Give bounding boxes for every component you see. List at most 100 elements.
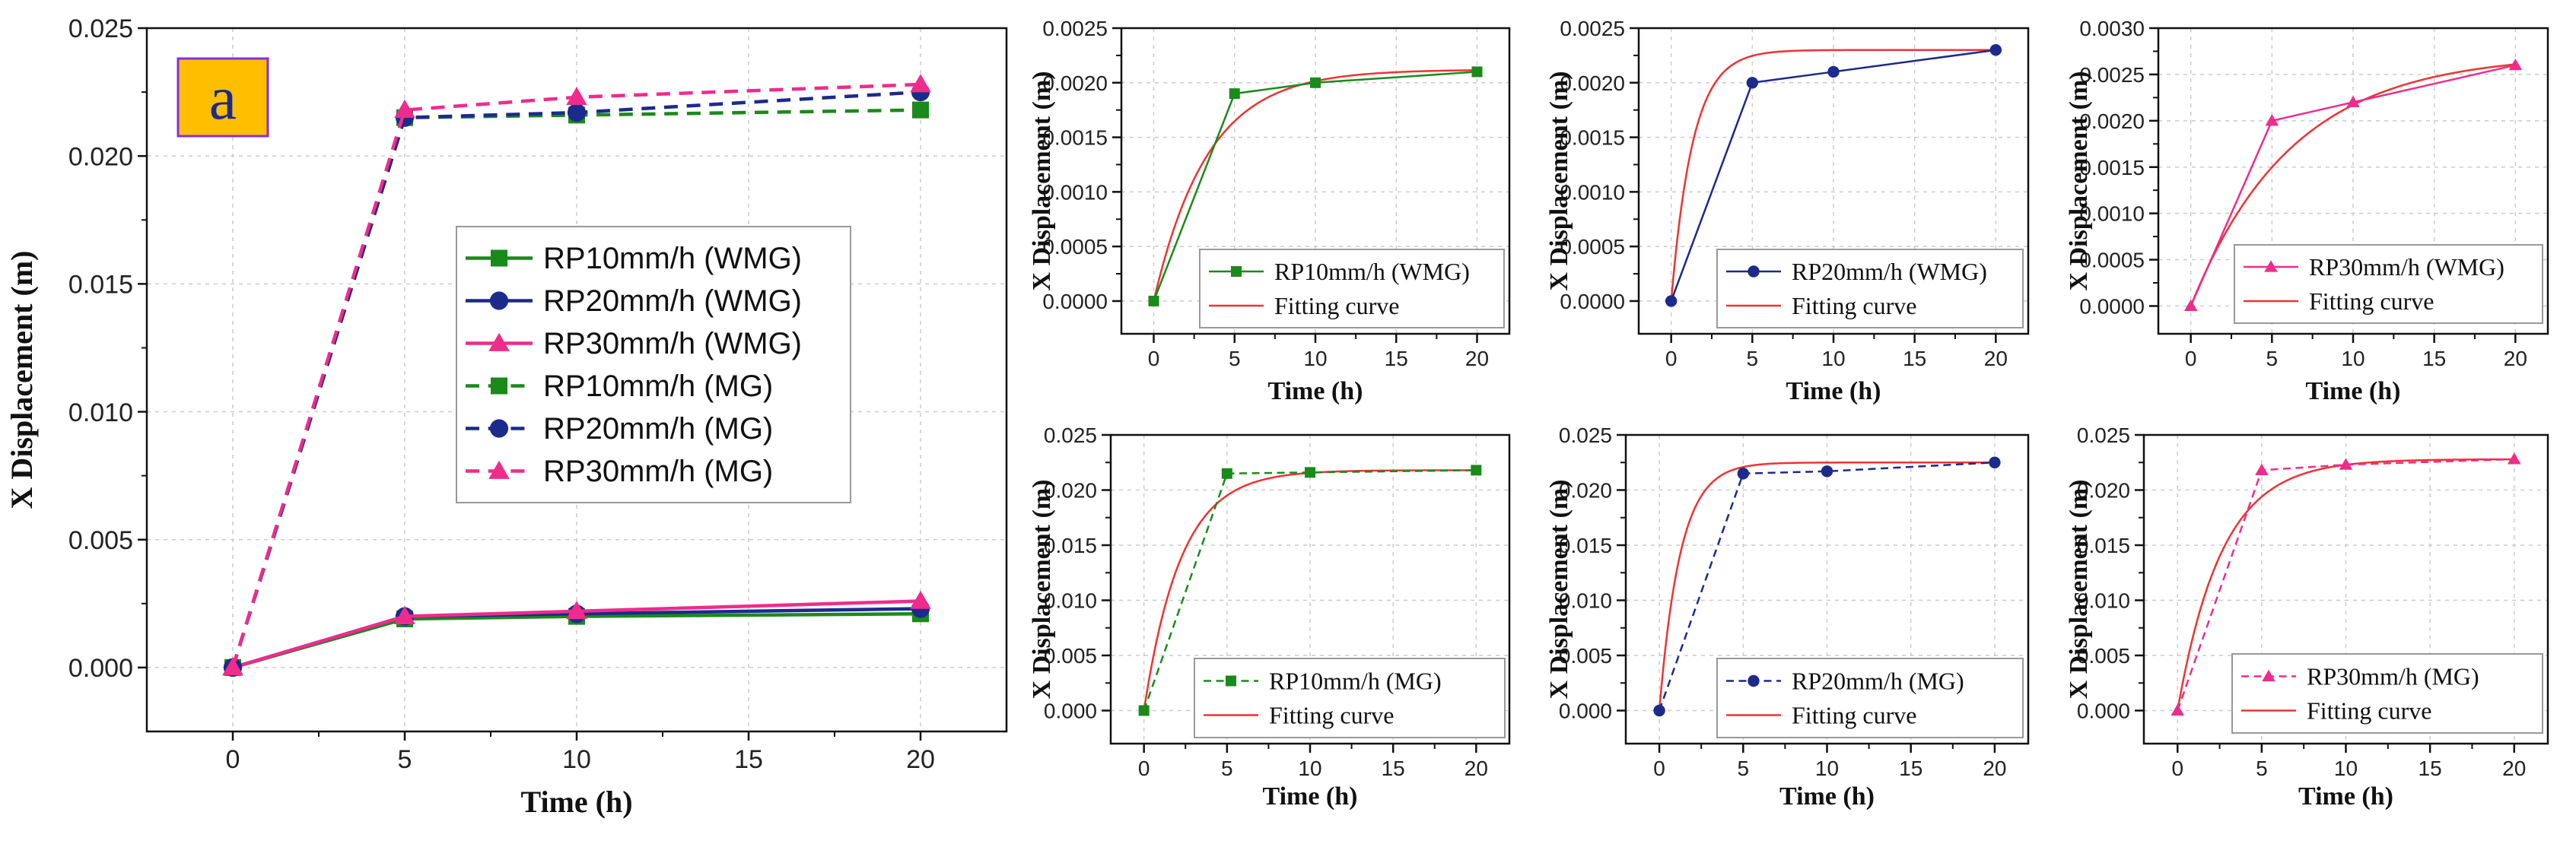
chart-main: 0 5 10 15 20 0.000 0.005 0.010 0.015 0.020 0.025 Ti… [5,14,1008,819]
y-tick-label: 0.0000 [1560,290,1625,313]
legend-marker [2264,260,2278,272]
x-tick-label: 20 [906,745,935,774]
legend-box [1716,658,2024,738]
y-tick-label: 0.025 [68,14,133,43]
y-tick-label: 0.005 [1559,644,1612,668]
data-point [1989,456,2001,468]
y-tick-label: 0.0015 [2079,156,2145,179]
y-tick-label: 0.000 [68,654,133,683]
x-tick-label: 0 [1665,347,1678,370]
y-axis-title: X Displacement (m) [1545,480,1573,700]
data-point [912,101,929,119]
legend-box [2231,653,2543,734]
legend-marker [2262,669,2275,682]
x-tick-label: 20 [1465,347,1489,370]
legend-label: RP10mm/h (MG) [1269,667,1442,694]
x-axis-title: Time (h) [2298,782,2393,811]
legend-label: Fitting curve [2307,696,2431,724]
x-tick-label: 10 [1821,347,1845,370]
data-point [1746,77,1759,89]
x-tick-label: 0 [2185,347,2197,370]
legend-label: RP20mm/h (MG) [1792,667,1964,694]
series-line-0 [1143,469,1477,711]
data-point [910,590,931,609]
legend-label: RP30mm/h (MG) [543,455,773,488]
x-axis-title: Time (h) [1786,377,1881,405]
data-point [394,99,415,118]
y-tick-label: 0.025 [2077,424,2130,447]
y-tick-label: 0.0025 [1042,17,1108,40]
y-tick-label: 0.020 [68,142,133,171]
y-tick-label: 0.020 [1044,479,1097,503]
legend-box [2234,244,2543,324]
legend-box [456,226,851,503]
x-tick-label: 15 [1385,347,1408,370]
series-line-0 [1153,71,1477,302]
legend-marker [491,377,507,395]
legend-marker [1226,675,1236,687]
legend: RP10mm/h (WMG) RP20mm/h (WMG) RP30mm/h (WM… [456,226,851,503]
series-line-0 [2190,64,2516,306]
legend-label: Fitting curve [1792,292,1916,319]
data-point [1310,77,1321,88]
y-tick-label: 0.020 [2077,479,2130,503]
x-tick-label: 5 [2266,347,2279,370]
x-tick-label: 20 [2504,347,2527,370]
x-tick-label: 5 [1747,347,1759,370]
y-tick-label: 0.0020 [1042,71,1108,95]
x-tick-label: 10 [2334,757,2358,780]
x-tick-label: 10 [1298,757,1321,780]
x-tick-label: 5 [1738,757,1750,780]
data-point [222,657,243,676]
x-axis-title: Time (h) [2306,377,2401,405]
legend-marker [488,460,510,479]
data-point [567,103,587,122]
x-tick-label: 20 [1983,757,2006,780]
data-point [1229,88,1240,100]
data-point [1665,295,1678,307]
x-tick-label: 0 [2171,757,2183,780]
y-tick-label: 0.0020 [2079,109,2145,133]
panel-badge-label: a [209,63,237,132]
data-point [1138,705,1150,716]
y-tick-label: 0.0000 [2079,295,2145,319]
legend-label: RP20mm/h (MG) [543,412,773,446]
data-point [1305,467,1315,478]
data-point [1827,65,1840,78]
y-tick-label: 0.0005 [2079,249,2145,272]
x-tick-label: 15 [734,745,763,774]
series-line-0 [1658,462,1995,711]
x-axis-title: Time (h) [1263,782,1358,811]
x-tick-label: 10 [562,745,591,774]
x-tick-label: 0 [226,745,240,774]
x-tick-label: 5 [1229,347,1241,370]
data-point [910,74,931,93]
y-axis-title: X Displacement (m) [1028,71,1056,291]
data-point [2508,452,2521,465]
x-tick-label: 15 [1903,347,1926,370]
legend: RP30mm/h (WMG) Fitting curve [2234,244,2543,324]
x-axis-title: Time (h) [1779,782,1875,811]
y-tick-label: 0.0010 [2079,202,2145,226]
legend-marker [1231,266,1242,277]
data-point [394,605,415,624]
legend-label: Fitting curve [1269,701,1394,728]
y-tick-label: 0.0030 [2079,17,2145,40]
legend-box [1199,249,1505,328]
x-tick-label: 15 [2419,757,2442,780]
x-tick-label: 15 [2422,347,2446,370]
data-point [566,87,587,106]
series-line-5 [231,82,921,668]
data-point [1989,44,2002,56]
legend-label: RP10mm/h (WMG) [1274,258,1470,285]
legend: RP20mm/h (MG) Fitting curve [1716,658,2024,738]
legend: RP30mm/h (MG) Fitting curve [2231,653,2543,734]
x-tick-label: 20 [1984,347,2008,370]
legend-marker [1748,265,1760,278]
legend-box [1716,249,2024,328]
legend-marker [1748,674,1760,687]
legend-marker [488,332,510,351]
chart-sub1: 0 5 10 15 20 0.0000 0.0005 0.0010 0.0015 0.0020 0.… [1028,17,1511,405]
legend-label: Fitting curve [1274,292,1399,319]
series-line-0 [1670,49,1996,302]
